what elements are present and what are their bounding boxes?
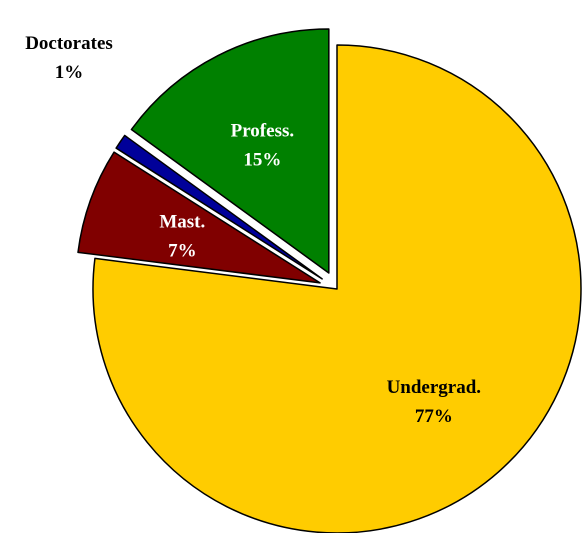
- slice-value-label: 7%: [168, 240, 197, 261]
- pie-slice-mast: [77, 151, 321, 284]
- slice-label-profess: Profess. 15%: [231, 121, 295, 171]
- pie-slice-doctorates: [115, 134, 323, 280]
- slice-label-undergrad: Undergrad. 77%: [387, 377, 481, 427]
- slice-label-doctorates: Doctorates 1%: [25, 33, 113, 83]
- slice-label-mast: Mast. 7%: [159, 211, 205, 261]
- slice-value-label: 15%: [243, 150, 281, 171]
- pie-slice-profess: [130, 28, 330, 274]
- pie-slice-undergrad: [92, 44, 582, 533]
- slice-value-label: 77%: [415, 406, 453, 427]
- slice-category-label: Doctorates: [25, 33, 113, 54]
- slice-value-label: 1%: [55, 62, 84, 83]
- slice-category-label: Undergrad.: [387, 377, 481, 398]
- slice-category-label: Mast.: [159, 211, 205, 232]
- slice-category-label: Profess.: [231, 121, 295, 142]
